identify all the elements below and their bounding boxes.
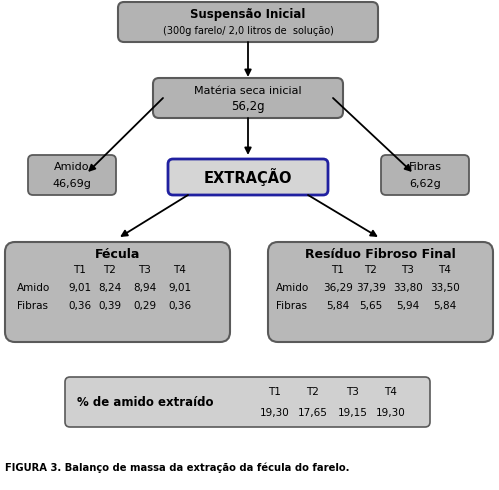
Text: T4: T4 <box>174 265 187 275</box>
Text: T4: T4 <box>385 387 397 397</box>
Text: 37,39: 37,39 <box>356 283 386 293</box>
FancyBboxPatch shape <box>118 2 378 42</box>
Text: T4: T4 <box>439 265 452 275</box>
Text: Fibras: Fibras <box>17 301 48 311</box>
FancyBboxPatch shape <box>5 242 230 342</box>
Text: 8,94: 8,94 <box>133 283 157 293</box>
Text: T3: T3 <box>347 387 359 397</box>
Text: 33,50: 33,50 <box>430 283 460 293</box>
Text: 19,30: 19,30 <box>376 408 406 418</box>
Text: 33,80: 33,80 <box>393 283 423 293</box>
Text: 0,36: 0,36 <box>68 301 91 311</box>
Text: EXTRAÇÃO: EXTRAÇÃO <box>204 168 292 186</box>
Text: T2: T2 <box>306 387 319 397</box>
Text: Suspensão Inicial: Suspensão Inicial <box>190 8 306 21</box>
Text: Fécula: Fécula <box>95 247 140 261</box>
Text: FIGURA 3. Balanço de massa da extração da fécula do farelo.: FIGURA 3. Balanço de massa da extração d… <box>5 463 349 473</box>
Text: 56,2g: 56,2g <box>231 100 265 113</box>
Text: T2: T2 <box>365 265 377 275</box>
Text: Amido: Amido <box>54 162 90 172</box>
FancyBboxPatch shape <box>28 155 116 195</box>
FancyBboxPatch shape <box>65 377 430 427</box>
Text: 9,01: 9,01 <box>169 283 192 293</box>
Text: 5,84: 5,84 <box>326 301 350 311</box>
Text: 0,29: 0,29 <box>133 301 157 311</box>
Text: Amido: Amido <box>17 283 50 293</box>
Text: T1: T1 <box>268 387 281 397</box>
Text: 0,39: 0,39 <box>98 301 122 311</box>
FancyBboxPatch shape <box>168 159 328 195</box>
Text: 46,69g: 46,69g <box>52 179 91 189</box>
Text: T3: T3 <box>402 265 415 275</box>
Text: 5,94: 5,94 <box>396 301 420 311</box>
Text: 8,24: 8,24 <box>98 283 122 293</box>
Text: Fibras: Fibras <box>276 301 307 311</box>
FancyBboxPatch shape <box>381 155 469 195</box>
Text: Amido: Amido <box>276 283 309 293</box>
Text: Matéria seca inicial: Matéria seca inicial <box>194 86 302 96</box>
Text: T3: T3 <box>139 265 151 275</box>
Text: 36,29: 36,29 <box>323 283 353 293</box>
Text: T1: T1 <box>331 265 344 275</box>
Text: 9,01: 9,01 <box>68 283 91 293</box>
FancyBboxPatch shape <box>153 78 343 118</box>
Text: 5,84: 5,84 <box>433 301 457 311</box>
Text: 5,65: 5,65 <box>359 301 383 311</box>
Text: 0,36: 0,36 <box>169 301 192 311</box>
Text: 17,65: 17,65 <box>298 408 328 418</box>
Text: 19,15: 19,15 <box>338 408 368 418</box>
Text: T1: T1 <box>73 265 86 275</box>
Text: T2: T2 <box>104 265 116 275</box>
Text: 19,30: 19,30 <box>260 408 290 418</box>
Text: Fibras: Fibras <box>409 162 442 172</box>
Text: 6,62g: 6,62g <box>409 179 441 189</box>
Text: (300g farelo/ 2,0 litros de  solução): (300g farelo/ 2,0 litros de solução) <box>163 26 333 36</box>
Text: % de amido extraído: % de amido extraído <box>77 395 214 409</box>
FancyBboxPatch shape <box>268 242 493 342</box>
Text: Resíduo Fibroso Final: Resíduo Fibroso Final <box>305 247 456 261</box>
